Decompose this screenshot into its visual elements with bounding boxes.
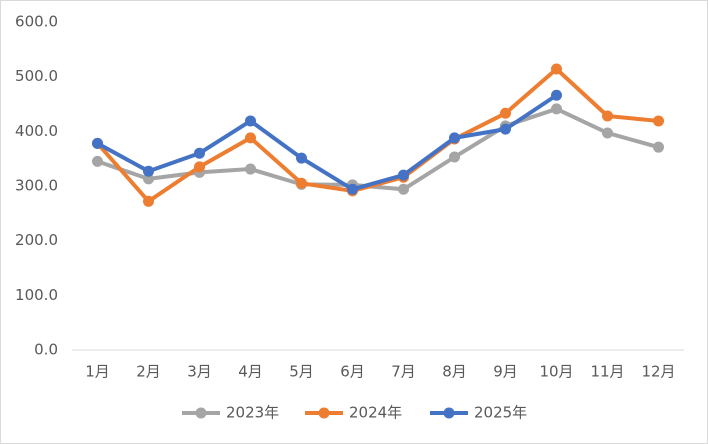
data-point [398, 183, 409, 195]
y-tick-label: 600.0 [15, 13, 58, 31]
legend-label: 2023年 [226, 404, 279, 422]
x-tick-label: 7月 [391, 363, 416, 381]
data-point [398, 169, 409, 181]
data-point [194, 161, 205, 173]
data-point [194, 147, 205, 159]
y-tick-label: 200.0 [15, 231, 58, 249]
data-point [143, 165, 154, 177]
data-point [653, 141, 664, 153]
legend-marker [195, 407, 207, 419]
legend-label: 2025年 [474, 404, 527, 422]
legend-marker [443, 407, 455, 419]
data-point [92, 155, 103, 167]
legend-marker [318, 407, 330, 419]
legend-label: 2024年 [349, 404, 402, 422]
data-point [245, 163, 256, 175]
x-tick-label: 8月 [442, 363, 467, 381]
x-tick-label: 5月 [289, 363, 314, 381]
data-point [653, 115, 664, 127]
x-tick-label: 9月 [493, 363, 518, 381]
y-tick-label: 100.0 [15, 286, 58, 304]
data-point [551, 103, 562, 115]
x-tick-label: 12月 [641, 363, 675, 381]
data-point [143, 195, 154, 207]
y-tick-label: 300.0 [15, 177, 58, 195]
x-tick-label: 3月 [187, 363, 212, 381]
data-point [347, 183, 358, 195]
data-point [602, 110, 613, 122]
data-point [245, 115, 256, 127]
x-tick-label: 2月 [136, 363, 161, 381]
x-tick-label: 11月 [590, 363, 624, 381]
series-line [95, 93, 559, 192]
data-point [245, 132, 256, 144]
data-point [551, 89, 562, 101]
data-point [449, 151, 460, 163]
x-tick-label: 4月 [238, 363, 263, 381]
x-tick-label: 1月 [85, 363, 110, 381]
y-tick-label: 400.0 [15, 122, 58, 140]
data-point [143, 173, 154, 185]
data-point [296, 152, 307, 164]
data-point [449, 132, 460, 144]
data-point [92, 137, 103, 149]
x-tick-label: 6月 [340, 363, 365, 381]
x-tick-label: 10月 [539, 363, 573, 381]
data-point [296, 177, 307, 189]
data-point [500, 107, 511, 119]
y-tick-label: 0.0 [34, 341, 58, 359]
data-point [500, 123, 511, 135]
data-point [602, 127, 613, 139]
data-point [551, 63, 562, 75]
y-tick-label: 500.0 [15, 67, 58, 85]
